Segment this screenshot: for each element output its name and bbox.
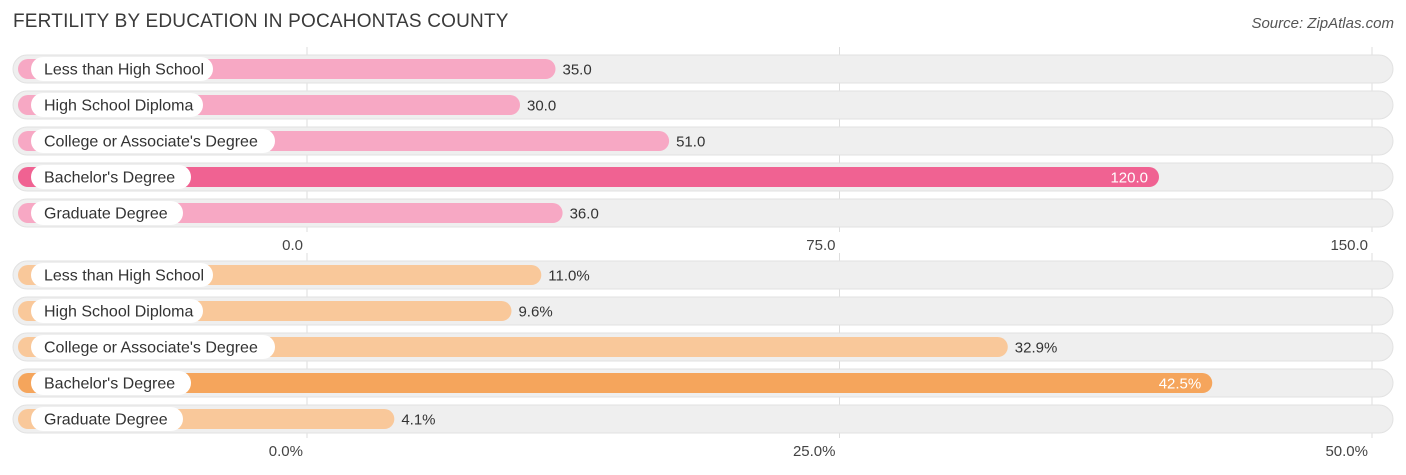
tick-label: 0.0 (282, 237, 303, 254)
tick-label: 75.0 (806, 237, 835, 254)
value-label: 4.1% (401, 412, 435, 429)
bar-1-3 (18, 373, 1213, 393)
tick-label: 150.0 (1330, 237, 1368, 254)
value-label: 30.0 (527, 98, 556, 115)
category-label: Graduate Degree (44, 412, 168, 429)
category-label-pill (31, 407, 183, 431)
value-label: 35.0 (563, 62, 592, 79)
category-label: High School Diploma (44, 304, 194, 321)
value-label: 51.0 (676, 134, 705, 151)
category-label-pill (31, 57, 213, 81)
category-label-pill (31, 165, 191, 189)
category-label-pill (31, 335, 275, 359)
value-label: 11.0% (548, 268, 589, 285)
value-label: 120.0 (1110, 170, 1148, 187)
category-label-pill (31, 129, 275, 153)
category-label: Less than High School (44, 268, 204, 285)
category-label: College or Associate's Degree (44, 340, 258, 357)
bar-0-3 (18, 167, 1159, 187)
tick-label: 50.0% (1325, 443, 1368, 460)
category-label-pill (31, 371, 191, 395)
category-label-pill (31, 263, 213, 287)
tick-label: 0.0% (269, 443, 303, 460)
value-label: 36.0 (570, 206, 599, 223)
category-label: College or Associate's Degree (44, 134, 258, 151)
value-label: 42.5% (1159, 376, 1202, 393)
tick-label: 25.0% (793, 443, 836, 460)
category-label-pill (31, 299, 203, 323)
category-label-pill (31, 201, 183, 225)
category-label: Graduate Degree (44, 206, 168, 223)
source-note: Source: ZipAtlas.com (1251, 15, 1394, 32)
category-label-pill (31, 93, 203, 117)
category-label: Bachelor's Degree (44, 170, 175, 187)
category-label: High School Diploma (44, 98, 194, 115)
category-label: Bachelor's Degree (44, 376, 175, 393)
chart-title: FERTILITY BY EDUCATION IN POCAHONTAS COU… (13, 11, 509, 32)
value-label: 9.6% (518, 304, 552, 321)
value-label: 32.9% (1015, 340, 1058, 357)
category-label: Less than High School (44, 62, 204, 79)
